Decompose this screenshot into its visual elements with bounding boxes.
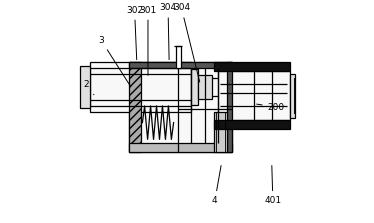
Text: 304: 304 bbox=[159, 3, 177, 60]
Bar bbox=[198, 75, 212, 99]
Bar bbox=[218, 71, 289, 120]
Text: 304: 304 bbox=[173, 3, 200, 82]
Bar bbox=[214, 112, 227, 152]
Bar bbox=[129, 62, 232, 152]
Text: 301: 301 bbox=[140, 6, 157, 75]
Bar bbox=[176, 46, 181, 68]
Text: 2: 2 bbox=[84, 80, 94, 95]
Bar bbox=[227, 62, 232, 152]
Text: 3: 3 bbox=[98, 36, 131, 87]
Bar bbox=[129, 143, 232, 152]
Text: 302: 302 bbox=[126, 6, 143, 60]
Text: 200: 200 bbox=[257, 103, 285, 112]
Bar bbox=[90, 62, 191, 112]
Bar bbox=[214, 62, 289, 71]
Bar bbox=[289, 74, 295, 118]
Bar bbox=[214, 120, 289, 129]
Bar bbox=[129, 62, 141, 152]
Text: 401: 401 bbox=[264, 165, 281, 205]
Text: 4: 4 bbox=[212, 165, 221, 205]
Bar bbox=[191, 69, 198, 105]
Bar bbox=[129, 62, 232, 68]
Bar bbox=[80, 66, 90, 108]
